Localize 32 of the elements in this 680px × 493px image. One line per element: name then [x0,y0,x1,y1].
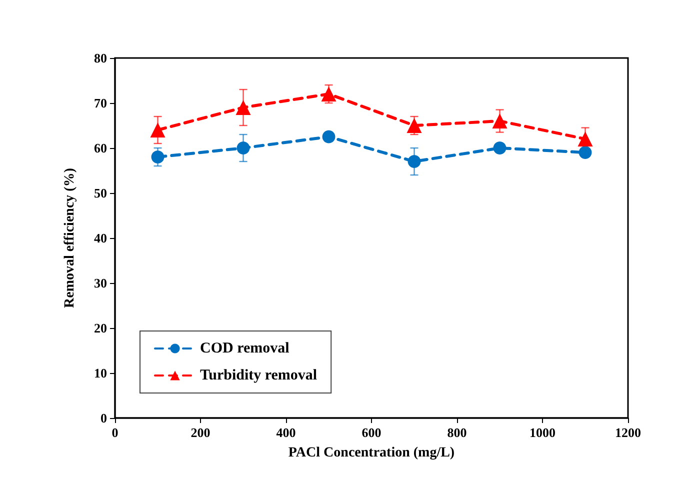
y-tick-label: 10 [94,366,107,380]
point [578,132,593,146]
x-tick-label: 400 [276,425,296,440]
y-tick-label: 60 [94,140,107,156]
y-tick-label: 40 [94,230,107,246]
x-tick-label: 600 [362,425,382,440]
point [236,142,250,154]
y-tick-label: 20 [94,320,107,336]
y-tick-label: 70 [94,96,107,110]
x-axis-title: PACl Concentration (mg/L) [288,446,455,460]
y-tick-label: 50 [94,186,107,200]
x-tick-label: 200 [190,425,210,440]
point [150,122,166,138]
x-tick-label: 800 [447,425,467,440]
legend-label: Turbidity removal [200,368,318,384]
point [322,130,336,144]
y-tick-label: 30 [94,276,107,290]
x-tick-label: 0 [112,425,118,440]
point [236,100,251,115]
point [406,118,422,133]
y-axis-title: Removal efficiency (%) [62,168,78,308]
x-tick-label: 1000 [530,425,556,440]
point [578,146,592,159]
y-tick-label: 80 [94,50,107,66]
legend-label: COD removal [200,340,290,356]
point [493,142,506,154]
point [151,150,164,164]
y-tick-label: 0 [100,410,107,426]
point [321,86,336,102]
point [408,155,421,168]
x-tick-label: 1200 [615,425,641,440]
point [492,114,508,128]
